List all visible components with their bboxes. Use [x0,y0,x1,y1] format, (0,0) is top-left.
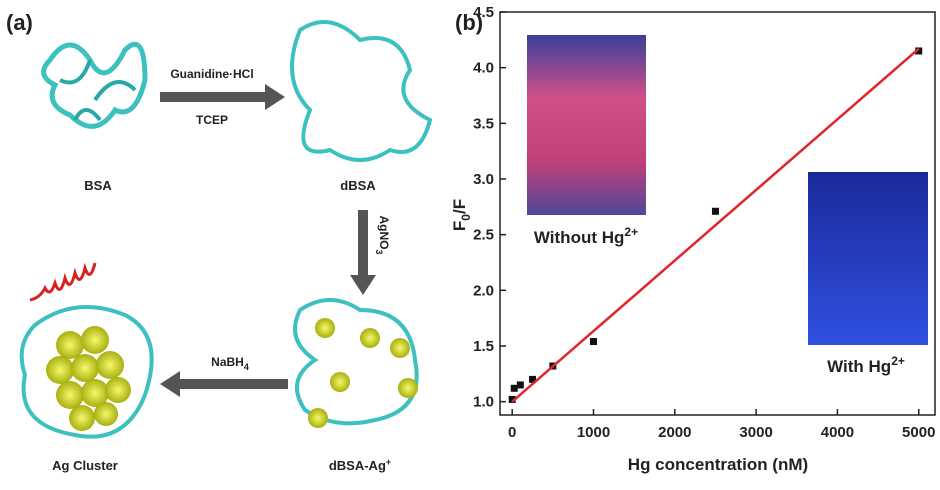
arrow [160,371,180,397]
arrow [180,379,288,389]
unfolded-protein [292,22,430,160]
y-tick-label: 2.5 [473,227,494,244]
label: Guanidine·HCl [170,67,253,81]
protein-ag [295,300,417,423]
y-tick-label: 1.5 [473,338,494,355]
arrow [350,275,376,295]
x-tick-label: 5000 [902,424,935,441]
arrow [160,92,265,102]
panel-a: (a) BSA Guanidine·HCl TCEP dBSA AgNO3 dB… [6,10,430,473]
y-tick-label: 1.0 [473,394,494,411]
inset-photo [808,172,928,345]
x-tick-label: 1000 [577,424,610,441]
y-tick-label: 3.0 [473,171,494,188]
figure: (a) BSA Guanidine·HCl TCEP dBSA AgNO3 dB… [0,0,940,485]
panel-label: (a) [6,10,33,35]
panel-b: (b) Without Hg2+ With Hg2+ Hg concentrat… [450,4,935,474]
x-tick-label: 3000 [739,424,772,441]
label: NaBH4 [211,355,249,372]
x-axis-label: Hg concentration (nM) [628,455,808,474]
label: dBSA [340,178,376,193]
y-tick-label: 2.0 [473,282,494,299]
inset-label: With Hg2+ [827,354,905,376]
label: AgNO3 [374,215,391,254]
y-axis-label: F0/F [450,199,473,231]
emission [30,263,95,300]
ag-cluster [46,326,131,431]
x-tick-label: 2000 [658,424,691,441]
y-tick-label: 4.5 [473,4,494,21]
label: dBSA-Ag+ [329,457,391,473]
y-tick-label: 3.5 [473,115,494,132]
x-tick-label: 4000 [821,424,854,441]
label: BSA [84,178,112,193]
inset-photo [527,35,646,215]
arrow [265,84,285,110]
data-point [511,385,518,392]
data-point [712,208,719,215]
x-tick-label: 0 [508,424,516,441]
label: Ag Cluster [52,458,118,473]
inset-label: Without Hg2+ [534,225,638,247]
data-point [590,338,597,345]
data-point [517,381,524,388]
y-tick-label: 4.0 [473,60,494,77]
label: TCEP [196,113,228,127]
arrow [358,210,368,275]
